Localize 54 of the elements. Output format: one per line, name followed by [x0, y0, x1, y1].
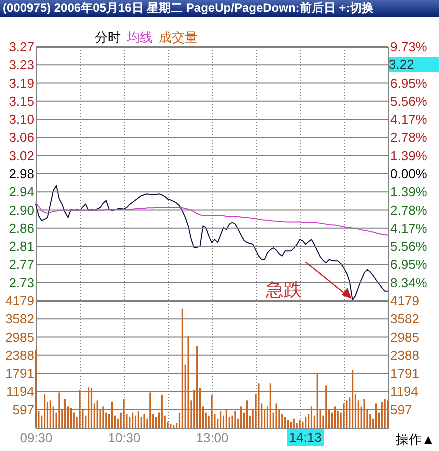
y-tick-label: 2.86 — [9, 220, 34, 236]
y-tick-label: 2.98 — [9, 166, 34, 182]
y-tick-label: 3.10 — [9, 112, 34, 128]
annotation: 急跌 — [264, 280, 302, 300]
y-tick-label: 2.81 — [9, 239, 34, 254]
text: 14:13 — [287, 429, 324, 446]
y2-tick-label: 6.95% — [390, 76, 428, 91]
chart-subtitle: 分时 — [95, 30, 121, 45]
y2-tick-label: 2.78% — [390, 130, 428, 146]
y-tick-label: 2.77 — [9, 257, 34, 272]
y2-tick-label: 5.56% — [390, 239, 428, 254]
y2-tick-label: 1791 — [390, 366, 420, 382]
y-tick-label: 1791 — [6, 366, 34, 382]
chart-title: (000975) 2006年05月16日 星期二 PageUp/PageDown:前后日 +:切换 — [0, 0, 439, 17]
y-tick-label: 2.90 — [9, 202, 34, 218]
y2-tick-label: 2388 — [390, 348, 420, 363]
y-tick-label: 3582 — [6, 312, 34, 327]
x-tick-label: 10:30 — [108, 430, 141, 446]
y2-tick-label: 5.56% — [390, 94, 428, 109]
y2-tick-label: 2.78% — [390, 202, 428, 218]
y2-tick-label: 4179 — [390, 294, 420, 308]
text: 操作▲ — [396, 431, 435, 449]
y-tick-label: 1194 — [6, 384, 34, 400]
y2-tick-label: 8.34% — [390, 275, 428, 290]
y-tick-label: 4179 — [6, 294, 34, 308]
y2-tick-label: 4.17% — [390, 112, 428, 128]
y-tick-label: 2388 — [6, 348, 34, 363]
y2-tick-label: 6.95% — [390, 257, 428, 272]
y-tick-label: 2.94 — [9, 184, 34, 200]
y2-tick-label: 0.00% — [390, 166, 428, 182]
y-tick-label: 3.19 — [9, 76, 34, 91]
line-series — [36, 185, 388, 301]
text: 均线 — [127, 30, 153, 45]
y2-tick-label: 9.73% — [390, 40, 428, 54]
text: 成交量 — [159, 30, 198, 45]
text: 3.22 — [389, 57, 439, 72]
y-tick-label: 597 — [12, 402, 34, 418]
x-tick-label: 13:00 — [196, 430, 229, 446]
line-series — [36, 202, 388, 236]
y-tick-label: 3.23 — [9, 58, 34, 73]
y-tick-label: 3.06 — [9, 130, 34, 146]
y2-tick-label: 2985 — [390, 330, 420, 345]
y-tick-label: 3.27 — [9, 40, 34, 54]
y2-tick-label: 1.39% — [390, 184, 428, 200]
y2-tick-label: 1.39% — [390, 148, 428, 164]
y2-tick-label: 597 — [390, 402, 412, 418]
y-tick-label: 2985 — [6, 330, 34, 345]
x-tick-label: 09:30 — [20, 430, 53, 446]
y2-tick-label: 3582 — [390, 312, 420, 327]
y-tick-label: 3.02 — [9, 148, 34, 164]
y2-tick-label: 4.17% — [390, 220, 428, 236]
y2-tick-label: 1194 — [390, 384, 418, 400]
y-tick-label: 2.73 — [9, 275, 34, 290]
y-tick-label: 3.15 — [9, 94, 34, 109]
